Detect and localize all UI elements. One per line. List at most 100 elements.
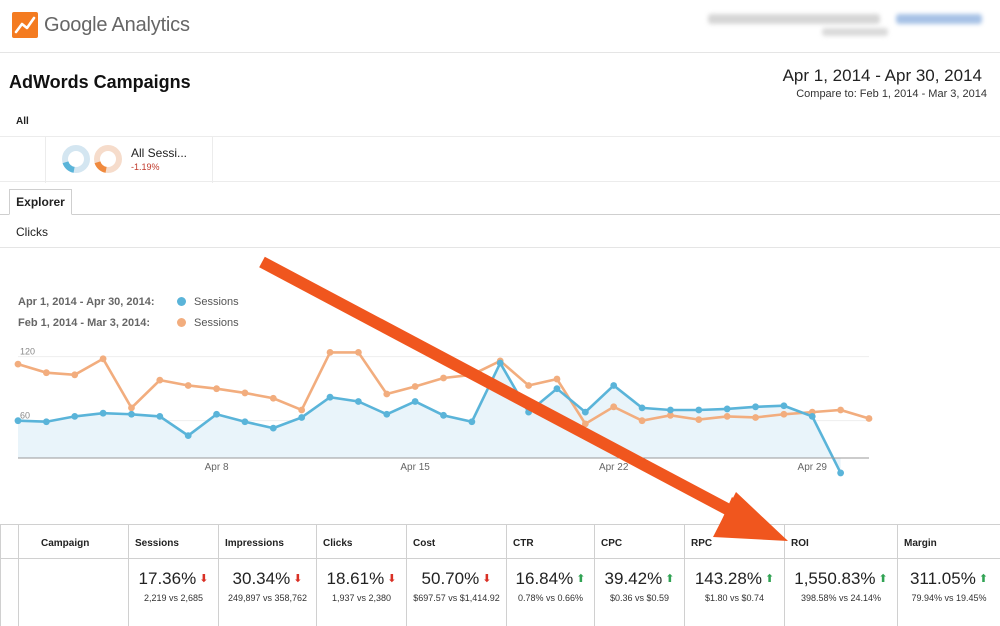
data-point-current (14, 417, 22, 425)
data-point-compare (42, 369, 50, 377)
data-point-current (241, 418, 249, 426)
table-selector-column (0, 525, 18, 559)
data-point-compare (128, 404, 135, 412)
change-percent: 30.34% ⬇ (232, 569, 303, 588)
data-point-compare (695, 416, 703, 423)
change-percent: 18.61% ⬇ (326, 569, 397, 588)
data-point-current (752, 403, 759, 411)
segment-all-sessions[interactable]: All Sessi... -1.19% (45, 137, 213, 183)
data-point-current (128, 410, 135, 418)
table-row-selector (0, 559, 18, 626)
column-header-clicks[interactable]: Clicks (316, 525, 406, 559)
column-header-ctr[interactable]: CTR (506, 525, 594, 559)
data-point-compare (383, 390, 391, 398)
legend-dot-compare (177, 318, 186, 327)
column-header-cpc[interactable]: CPC (594, 525, 684, 559)
metric-divider (0, 247, 1000, 248)
data-point-current (695, 406, 703, 414)
data-point-compare (213, 385, 220, 393)
account-link-redacted[interactable] (896, 14, 982, 24)
x-tick-label: Apr 15 (400, 462, 430, 473)
app-logo-text[interactable]: Google Analytics (44, 14, 190, 36)
data-point-current (269, 424, 277, 432)
arrow-down-icon: ⬇ (482, 573, 492, 585)
column-header-campaign[interactable]: Campaign (18, 525, 128, 559)
arrow-up-icon: ⬆ (764, 573, 775, 585)
data-point-compare (780, 410, 788, 418)
data-point-compare (184, 382, 192, 389)
segment-compare-donut-icon (94, 145, 122, 173)
column-header-impressions[interactable]: Impressions (218, 525, 316, 559)
google-analytics-logo-icon[interactable] (12, 12, 38, 38)
data-point-current (156, 413, 164, 420)
metric-selector[interactable]: Clicks (16, 225, 48, 239)
data-point-compare (752, 414, 759, 421)
change-percent: 39.42% ⬆ (604, 569, 675, 588)
column-header-margin[interactable]: Margin (897, 525, 1000, 559)
column-header-cost[interactable]: Cost (406, 525, 506, 559)
change-percent: 1,550.83% ⬆ (794, 569, 888, 588)
table-cell: 1,550.83% ⬆ 398.58% vs 24.14% (784, 559, 897, 626)
sessions-line-chart[interactable]: 60 120 Apr 8 Apr 15 Apr 22 Apr 29 (0, 330, 880, 480)
data-point-current (638, 404, 646, 412)
data-point-compare (638, 417, 646, 425)
data-point-current (525, 408, 532, 416)
table-cell: 50.70% ⬇ $697.57 vs $1,414.92 (406, 559, 506, 626)
data-point-compare (156, 376, 164, 384)
change-percent: 311.05% ⬆ (909, 569, 989, 588)
data-point-current (355, 398, 362, 405)
segment-name: All Sessi... (131, 146, 188, 160)
change-percent: 143.28% ⬆ (694, 569, 775, 588)
account-info-redacted (708, 14, 880, 24)
segment-row: All Sessi... -1.19% (0, 136, 1000, 183)
segment-label: All (16, 116, 29, 127)
tab-explorer[interactable]: Explorer (9, 189, 72, 215)
comparison-values: $1.80 vs $0.74 (704, 593, 765, 603)
table-cell: 39.42% ⬆ $0.36 vs $0.59 (594, 559, 684, 626)
comparison-values: 249,897 vs 358,762 (227, 593, 308, 603)
arrow-up-icon: ⬆ (978, 573, 989, 585)
campaign-table: Campaign Sessions Impressions Clicks Cost CTR… (0, 524, 1000, 626)
arrow-up-icon: ⬆ (878, 573, 888, 585)
data-point-compare (525, 382, 532, 389)
data-point-current (780, 402, 788, 410)
comparison-values: 1,937 vs 2,380 (331, 593, 392, 603)
change-percent: 17.36% ⬇ (138, 569, 209, 588)
x-tick-label: Apr 29 (798, 462, 828, 473)
page-title: AdWords Campaigns (9, 72, 191, 92)
arrow-down-icon: ⬇ (293, 573, 303, 585)
segment-donut-icon (62, 145, 90, 173)
data-point-compare (411, 383, 419, 390)
column-header-rpc[interactable]: RPC (684, 525, 784, 559)
arrow-down-icon: ⬇ (199, 573, 209, 585)
campaign-cell (18, 559, 128, 626)
change-percent: 50.70% ⬇ (421, 569, 492, 588)
arrow-down-icon: ⬇ (387, 573, 397, 585)
table-cell: 30.34% ⬇ 249,897 vs 358,762 (218, 559, 316, 626)
legend-metric-current: Sessions (194, 296, 239, 308)
comparison-values: 2,219 vs 2,685 (143, 593, 204, 603)
legend-dot-current (177, 297, 186, 306)
column-header-sessions[interactable]: Sessions (128, 525, 218, 559)
date-range-picker[interactable]: Apr 1, 2014 - Apr 30, 2014 (782, 66, 982, 85)
comparison-values: $0.36 vs $0.59 (609, 593, 670, 603)
data-point-compare (326, 349, 334, 356)
data-point-current (298, 414, 306, 421)
data-point-current (581, 408, 589, 416)
column-header-roi[interactable]: ROI (784, 525, 897, 559)
legend-range-current: Apr 1, 2014 - Apr 30, 2014: (18, 296, 155, 308)
arrow-up-icon: ⬆ (576, 573, 586, 585)
data-point-current (610, 382, 618, 389)
comparison-values: $697.57 vs $1,414.92 (413, 593, 500, 603)
data-point-compare (610, 403, 618, 411)
data-point-compare (14, 360, 22, 368)
change-percent: 16.84% ⬆ (515, 569, 586, 588)
table-cell: 143.28% ⬆ $1.80 vs $0.74 (684, 559, 784, 626)
table-cell: 18.61% ⬇ 1,937 vs 2,380 (316, 559, 406, 626)
data-point-compare (837, 406, 845, 414)
account-email-redacted (822, 28, 888, 36)
data-point-compare (241, 389, 249, 397)
comparison-values: 398.58% vs 24.14% (800, 593, 882, 603)
data-point-current (411, 398, 419, 405)
data-point-current (837, 469, 845, 477)
